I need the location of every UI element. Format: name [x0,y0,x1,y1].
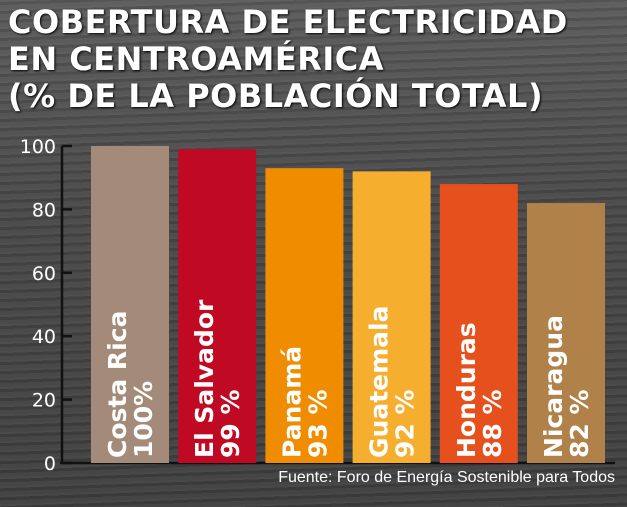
source-note: Fuente: Foro de Energía Sostenible para … [278,469,615,486]
bar-category-label: Panamá [277,346,306,458]
bar-category-label: El Salvador [190,299,219,458]
title-line: (% DE LA POBLACIÓN TOTAL) [8,77,544,115]
title-line: EN CENTROAMÉRICA [8,40,384,78]
title-line: COBERTURA DE ELECTRICIDAD [8,3,568,41]
y-tick-label: 60 [32,263,56,285]
bar-nicaragua [527,203,605,463]
bar-costa-rica [91,146,169,463]
chart-title: COBERTURA DE ELECTRICIDAD EN CENTROAMÉRI… [8,4,568,115]
bar-value-label: 88 % [478,389,507,458]
bar-category-label: Costa Rica [103,311,132,458]
bar-value-label: 82 % [565,389,594,458]
bar-guatemala [352,171,431,464]
bar-category-label: Honduras [452,322,481,458]
bar-value-label: 100% [129,381,158,458]
bar-panamá [265,168,344,463]
bar-value-label: 92 % [391,389,420,458]
bar-el-salvador [178,149,257,464]
bar-value-label: 99 % [216,389,245,458]
y-tick-label: 80 [32,199,56,221]
bar-honduras [439,184,518,464]
bar-value-label: 93 % [303,389,332,458]
y-tick-label: 100 [20,136,56,158]
y-tick-label: 40 [32,326,56,348]
bar-category-label: Guatemala [365,306,394,458]
bar-category-label: Nicaragua [539,315,568,458]
y-tick-label: 0 [44,453,56,475]
y-tick-label: 20 [32,390,56,412]
